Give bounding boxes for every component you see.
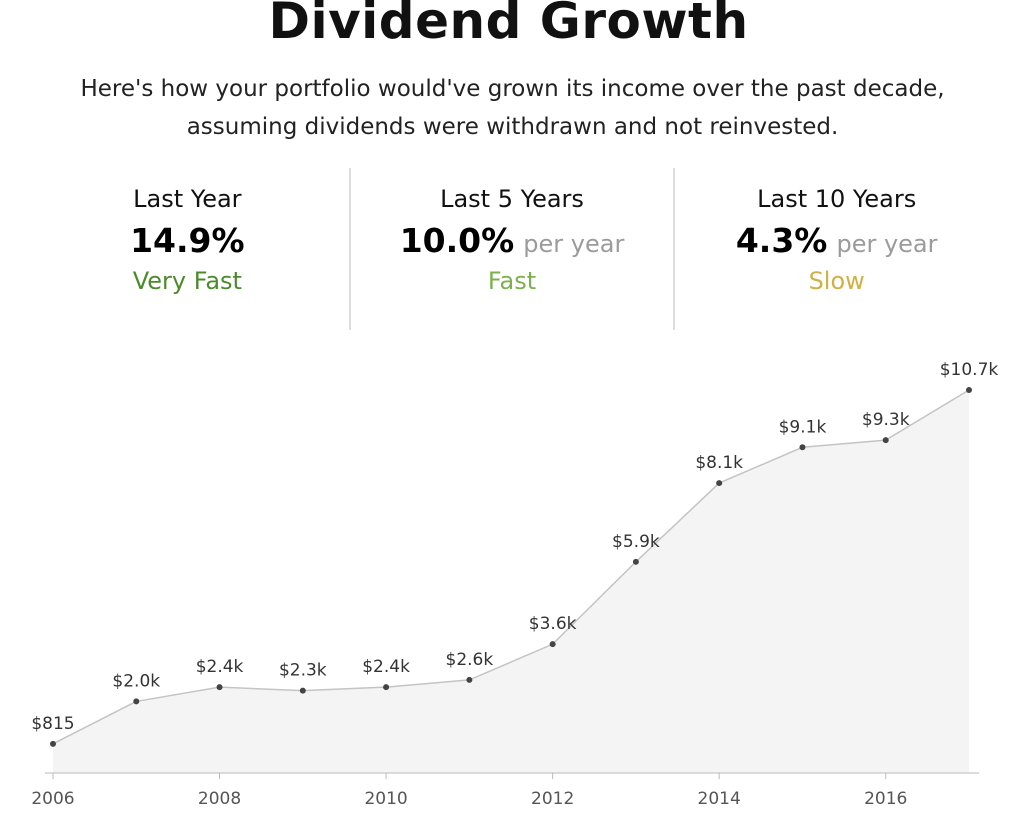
stat-value: 14.9% [130, 221, 245, 260]
data-point [466, 676, 473, 683]
x-tick-label: 2012 [531, 789, 574, 809]
stat-last-10-years: Last 10 Years 4.3% per year Slow [673, 168, 998, 330]
data-point [133, 698, 140, 705]
stat-last-year: Last Year 14.9% Very Fast [26, 168, 349, 330]
data-point [799, 444, 806, 451]
data-point [716, 480, 723, 487]
stat-label: Last 5 Years [440, 185, 584, 213]
stat-rating: Very Fast [132, 267, 242, 295]
data-label: $2.3k [279, 661, 327, 681]
data-label: $2.6k [446, 650, 494, 670]
stat-value: 4.3% [735, 221, 828, 260]
stat-unit: per year [836, 230, 938, 258]
stat-rating: Fast [487, 267, 537, 295]
stat-label: Last Year [133, 185, 242, 213]
data-label: $9.3k [862, 410, 910, 430]
page-subtitle: Here's how your portfolio would've grown… [80, 76, 945, 140]
stat-value: 10.0% [399, 221, 515, 260]
data-label: $5.9k [612, 532, 660, 552]
x-tick-label: 2014 [698, 789, 741, 809]
data-label: $8.1k [695, 453, 743, 473]
data-point [216, 684, 223, 691]
data-label: $2.4k [362, 657, 410, 677]
data-label: $815 [31, 714, 74, 734]
growth-stats: Last Year 14.9% Very Fast Last 5 Years 1… [26, 168, 998, 330]
data-point [383, 684, 390, 691]
x-tick-label: 2006 [31, 789, 74, 809]
data-label: $10.7k [940, 360, 999, 380]
data-label: $2.4k [196, 657, 244, 677]
stat-label: Last 10 Years [757, 185, 917, 213]
data-point [632, 558, 639, 565]
data-point [50, 740, 56, 747]
stat-unit: per year [523, 230, 625, 258]
data-point [882, 437, 889, 444]
stat-rating: Slow [808, 267, 865, 295]
area-fill [53, 390, 969, 773]
stat-last-5-years: Last 5 Years 10.0% per year Fast [348, 168, 674, 330]
series-line [52, 389, 970, 745]
x-tick-label: 2016 [864, 789, 907, 809]
x-tick-label: 2008 [198, 789, 241, 809]
data-label: $9.1k [779, 417, 827, 437]
data-label: $3.6k [529, 614, 577, 634]
dividend-growth-chart: 2006 2008 2010 2012 2014 2016 $815 $2.0k $2.4k $2… [31, 360, 999, 809]
x-tick-label: 2010 [364, 789, 407, 809]
data-label: $2.0k [112, 671, 160, 691]
page-title: Dividend Growth [268, 0, 749, 50]
data-point [966, 387, 972, 393]
data-point [299, 687, 306, 694]
data-point [549, 641, 556, 648]
